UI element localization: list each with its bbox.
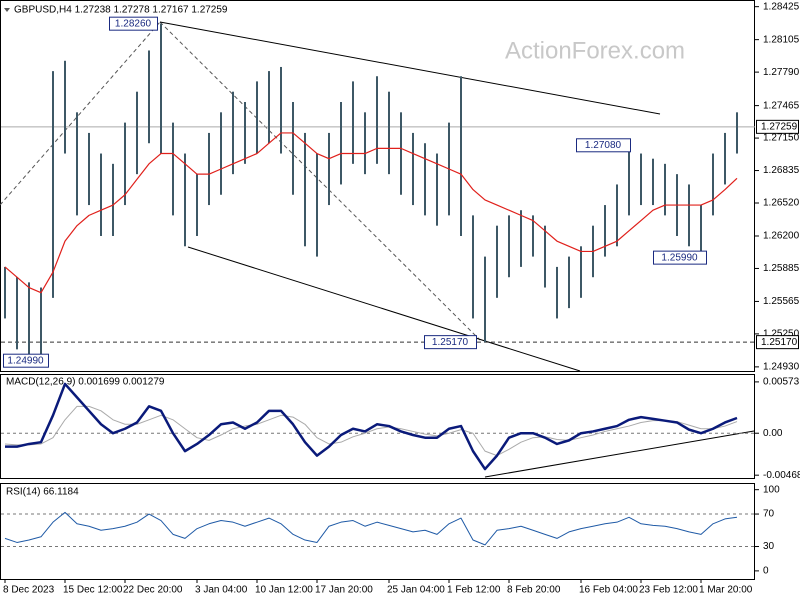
macd-line — [5, 382, 738, 471]
trend-line — [159, 21, 661, 115]
y-tick-label: 1.27790 — [763, 67, 800, 78]
axis-tag — [756, 335, 799, 350]
trend-line — [0, 21, 161, 206]
y-tick-label: 100 — [763, 484, 780, 495]
y-tick-label: -0.004685 — [763, 470, 800, 481]
price-label: 1.27080 — [585, 140, 622, 151]
x-tick-label: 22 Dec 20:00 — [123, 585, 183, 596]
trend-line — [159, 21, 481, 341]
y-tick-label: 0 — [763, 566, 769, 577]
y-tick-label: 70 — [763, 509, 775, 520]
x-tick-label: 16 Feb 04:00 — [579, 585, 638, 596]
y-tick-label: 1.26520 — [763, 198, 800, 209]
macd-title: MACD(12,26,9) 0.001699 0.001279 — [6, 377, 165, 388]
y-tick-label: 1.24930 — [763, 362, 800, 373]
x-tick-label: 8 Feb 20:00 — [507, 585, 561, 596]
x-tick-label: 1 Mar 20:00 — [699, 585, 753, 596]
y-tick-label: 0.00 — [763, 428, 783, 439]
y-tick-label: 1.28105 — [763, 34, 800, 45]
price-label: 1.25170 — [432, 337, 469, 348]
y-tick-label: 1.27465 — [763, 100, 800, 111]
axis-tag — [756, 119, 799, 134]
y-tick-label: 1.25250 — [763, 329, 800, 340]
y-tick-label: 1.26200 — [763, 231, 800, 242]
y-tick-label: 1.25565 — [763, 296, 800, 307]
rsi-panel — [0, 483, 755, 580]
signal-line — [4, 405, 738, 457]
x-tick-label: 8 Dec 2023 — [3, 585, 55, 596]
x-tick-label: 17 Jan 20:00 — [315, 585, 373, 596]
moving-average-line — [4, 132, 738, 294]
price-label: 1.25990 — [661, 252, 698, 263]
price-panel — [0, 0, 755, 372]
y-tick-label: 30 — [763, 541, 775, 552]
x-tick-label: 10 Jan 12:00 — [255, 585, 313, 596]
price-label: 1.24990 — [7, 355, 44, 366]
rsi-line — [4, 511, 738, 546]
price-label-box — [3, 353, 49, 368]
y-tick-label: 1.26835 — [763, 165, 800, 176]
chart-title: GBPUSD,H4 1.27238 1.27278 1.27167 1.2725… — [14, 5, 228, 16]
trend-line — [484, 430, 755, 478]
trend-line — [187, 246, 581, 372]
axis-tag-label: 1.25170 — [761, 337, 798, 348]
x-tick-label: 25 Jan 04:00 — [387, 585, 445, 596]
watermark: ActionForex.com — [505, 37, 685, 64]
x-tick-label: 3 Jan 04:00 — [195, 585, 248, 596]
price-label-box — [109, 16, 158, 31]
price-label-box — [653, 250, 707, 265]
y-tick-label: 1.25885 — [763, 263, 800, 274]
y-tick-label: 0.00573 — [763, 377, 800, 388]
price-label-box — [576, 138, 631, 153]
y-tick-label: 1.28425 — [763, 1, 800, 12]
price-label: 1.28260 — [115, 18, 152, 29]
y-tick-label: 1.27150 — [763, 133, 800, 144]
x-tick-label: 23 Feb 12:00 — [639, 585, 698, 596]
macd-panel — [0, 374, 755, 479]
rsi-title: RSI(14) 66.1184 — [6, 487, 79, 498]
axis-tag-label: 1.27259 — [761, 121, 798, 132]
x-tick-label: 15 Dec 12:00 — [63, 585, 123, 596]
price-label-box — [424, 335, 477, 350]
x-tick-label: 1 Feb 12:00 — [447, 585, 501, 596]
header-icon — [4, 8, 10, 12]
